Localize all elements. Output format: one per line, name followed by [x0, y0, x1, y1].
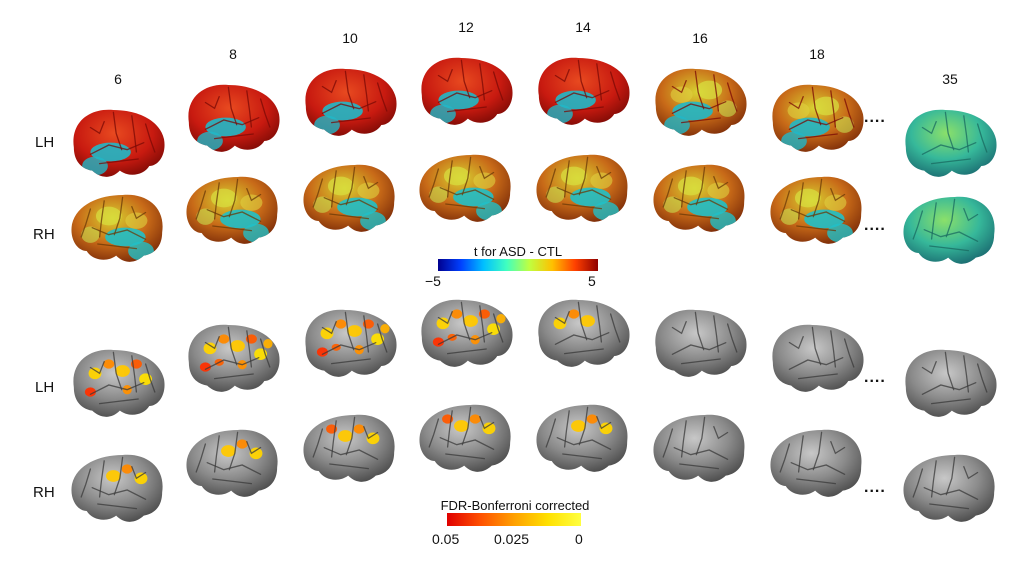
- brain-fdr-rh-age-16: [653, 414, 745, 482]
- brain-fdr-lh-age-6: [73, 349, 165, 417]
- tmap-colorbar: [438, 259, 598, 271]
- ellipsis-bottom-rh: ....: [864, 479, 886, 496]
- ellipsis-bottom-lh: ....: [864, 369, 886, 386]
- brain-tmap-rh-age-6: [71, 194, 163, 262]
- age-label-12: 12: [458, 19, 474, 35]
- brain-tmap-rh-age-35: [903, 196, 995, 264]
- brain-fdr-rh-age-18: [770, 429, 862, 497]
- ellipsis-top-lh: ....: [864, 109, 886, 126]
- brain-fdr-lh-age-14: [538, 299, 630, 367]
- brain-tmap-rh-age-12: [419, 154, 511, 222]
- tmap-colorbar-max: 5: [588, 273, 596, 289]
- age-label-16: 16: [692, 30, 708, 46]
- age-label-14: 14: [575, 19, 591, 35]
- fdr-colorbar-tick-left: 0.05: [432, 531, 460, 547]
- brain-tmap-rh-age-18: [770, 176, 862, 244]
- brain-fdr-lh-age-8: [188, 324, 280, 392]
- brain-tmap-lh-age-8: [188, 84, 280, 152]
- brain-fdr-rh-age-12: [419, 404, 511, 472]
- label-lh-top: LH: [35, 134, 55, 151]
- ellipsis-top-rh: ....: [864, 217, 886, 234]
- brain-fdr-rh-age-10: [303, 414, 395, 482]
- fdr-colorbar-title: FDR-Bonferroni corrected: [440, 498, 590, 513]
- label-lh-bottom: LH: [35, 379, 55, 396]
- tmap-colorbar-min: −5: [425, 273, 441, 289]
- brain-fdr-rh-age-8: [186, 429, 278, 497]
- age-label-10: 10: [342, 30, 358, 46]
- brain-fdr-rh-age-6: [71, 454, 163, 522]
- brain-fdr-lh-age-18: [772, 324, 864, 392]
- brain-tmap-lh-age-10: [305, 68, 397, 136]
- brain-fdr-lh-age-12: [421, 299, 513, 367]
- age-label-35: 35: [942, 71, 958, 87]
- brain-tmap-rh-age-10: [303, 164, 395, 232]
- brain-fdr-lh-age-16: [655, 309, 747, 377]
- fdr-colorbar: [447, 513, 581, 526]
- brain-tmap-rh-age-16: [653, 164, 745, 232]
- brain-tmap-lh-age-12: [421, 57, 513, 125]
- tmap-colorbar-title: t for ASD - CTL: [473, 244, 563, 259]
- brain-fdr-lh-age-35: [905, 349, 997, 417]
- brain-tmap-lh-age-18: [772, 84, 864, 152]
- brain-fdr-rh-age-35: [903, 454, 995, 522]
- brain-tmap-lh-age-16: [655, 68, 747, 136]
- brain-fdr-lh-age-10: [305, 309, 397, 377]
- brain-fdr-rh-age-14: [536, 404, 628, 472]
- fdr-colorbar-tick-right: 0: [575, 531, 583, 547]
- age-label-6: 6: [114, 71, 122, 87]
- brain-tmap-lh-age-14: [538, 57, 630, 125]
- brain-tmap-lh-age-6: [73, 109, 165, 177]
- brain-tmap-rh-age-14: [536, 154, 628, 222]
- brain-tmap-lh-age-35: [905, 109, 997, 177]
- label-rh-bottom: RH: [33, 484, 55, 501]
- age-label-8: 8: [229, 46, 237, 62]
- age-label-18: 18: [809, 46, 825, 62]
- brain-tmap-rh-age-8: [186, 176, 278, 244]
- label-rh-top: RH: [33, 226, 55, 243]
- fdr-colorbar-tick-mid: 0.025: [494, 531, 530, 547]
